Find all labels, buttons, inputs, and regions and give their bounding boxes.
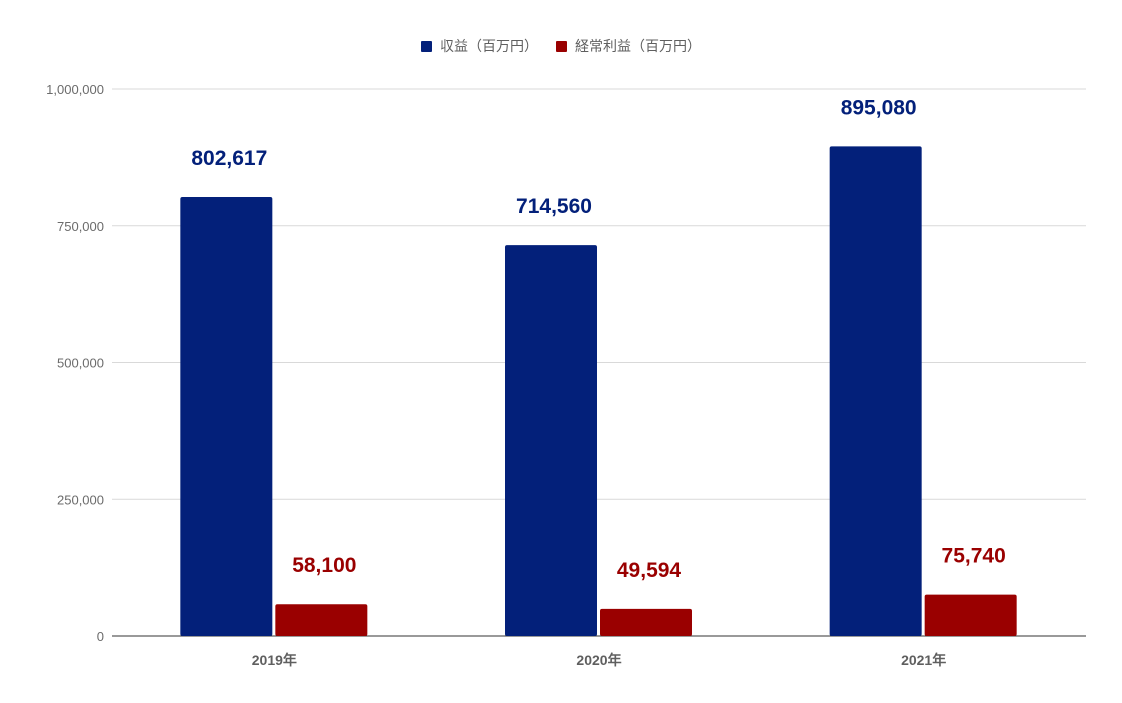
legend-swatch-ordinary-profit [556, 40, 567, 52]
bar-ordinary-profit [275, 604, 368, 636]
y-tick-label: 500,000 [57, 356, 104, 371]
legend-item-revenue: 収益（百万円） [421, 36, 538, 56]
legend-label-revenue: 収益（百万円） [440, 38, 538, 54]
x-tick-label: 2021年 [901, 652, 946, 668]
data-label-revenue: 714,560 [516, 195, 592, 218]
bar-revenue [829, 146, 922, 636]
legend-swatch-revenue [421, 40, 432, 52]
data-label-revenue: 895,080 [841, 96, 917, 119]
data-label-ordinary-profit: 75,740 [942, 545, 1006, 568]
data-label-ordinary-profit: 49,594 [617, 559, 682, 582]
bar-ordinary-profit [924, 594, 1017, 636]
data-label-ordinary-profit: 58,100 [292, 554, 356, 577]
data-label-revenue: 802,617 [191, 147, 267, 170]
y-tick-label: 250,000 [57, 492, 104, 507]
legend-item-ordinary-profit: 経常利益（百万円） [556, 36, 701, 56]
bar-revenue [180, 196, 273, 636]
chart-legend: 収益（百万円） 経常利益（百万円） [0, 36, 1122, 56]
legend-label-ordinary-profit: 経常利益（百万円） [575, 38, 701, 54]
bar-revenue [505, 245, 597, 636]
x-tick-label: 2020年 [576, 652, 621, 668]
y-tick-label: 1,000,000 [46, 82, 104, 97]
bar-ordinary-profit [600, 608, 692, 636]
x-tick-label: 2019年 [252, 652, 297, 668]
y-tick-label: 750,000 [57, 219, 104, 234]
y-tick-label: 0 [97, 629, 104, 644]
